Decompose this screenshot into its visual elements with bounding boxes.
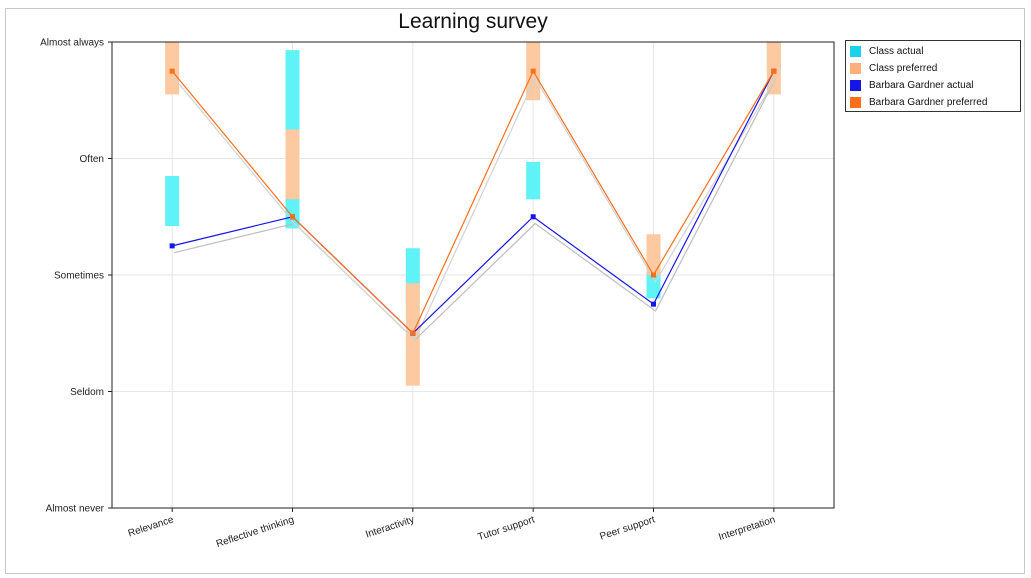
series-point-barbara-gardner-preferred-tutor-support — [530, 68, 536, 74]
series-point-barbara-gardner-preferred-interpretation — [771, 68, 777, 74]
range-bar-class-actual-relevance — [165, 175, 180, 227]
x-tick-label-peer-support: Peer support — [599, 514, 657, 542]
series-point-barbara-gardner-preferred-peer-support — [651, 272, 656, 278]
legend-item-barbara-actual: Barbara Gardner actual — [850, 77, 1020, 94]
chart-legend: Class actual Class preferred Barbara Gar… — [845, 40, 1021, 112]
legend-swatch-barbara-preferred — [850, 97, 861, 108]
range-bar-class-preferred-reflective-thinking — [285, 129, 300, 200]
legend-label-barbara-actual: Barbara Gardner actual — [869, 80, 974, 91]
legend-label-barbara-preferred: Barbara Gardner preferred — [869, 97, 988, 108]
class-mean-line-0 — [174, 77, 777, 341]
chart-title: Learning survey — [398, 10, 548, 33]
series-point-barbara-gardner-preferred-reflective-thinking — [290, 214, 295, 220]
legend-swatch-class-preferred — [850, 63, 861, 74]
x-tick-label-interpretation: Interpretation — [717, 514, 776, 543]
series-point-barbara-gardner-actual-peer-support — [651, 301, 656, 307]
y-tick-label-almost-always: Almost always — [40, 38, 104, 49]
legend-label-class-preferred: Class preferred — [869, 63, 938, 74]
series-point-barbara-gardner-preferred-relevance — [169, 68, 175, 74]
y-tick-label-sometimes: Sometimes — [54, 271, 104, 282]
series-point-barbara-gardner-preferred-interactivity — [410, 330, 416, 336]
legend-item-class-preferred: Class preferred — [850, 60, 1020, 77]
series-line-barbara-gardner-preferred — [171, 69, 775, 335]
x-tick-label-interactivity: Interactivity — [364, 514, 416, 540]
range-bar-class-preferred-peer-support — [646, 234, 661, 275]
x-tick-label-reflective-thinking: Reflective thinking — [215, 514, 296, 550]
series-point-barbara-gardner-actual-relevance — [169, 243, 175, 249]
y-tick-label-almost-never: Almost never — [46, 504, 105, 515]
y-tick-label-seldom: Seldom — [70, 387, 104, 398]
class-mean-line-1 — [173, 76, 777, 342]
range-bar-class-preferred-relevance — [165, 42, 180, 95]
range-bar-class-actual-peer-support — [646, 275, 661, 299]
series-point-barbara-gardner-actual-tutor-support — [530, 214, 536, 220]
y-tick-label-often: Often — [80, 154, 104, 165]
x-tick-label-tutor-support: Tutor support — [476, 514, 536, 543]
range-bar-class-actual-tutor-support — [526, 161, 541, 200]
legend-item-class-actual: Class actual — [850, 43, 1020, 60]
series-line-barbara-gardner-actual — [172, 70, 775, 335]
legend-label-class-actual: Class actual — [869, 46, 924, 57]
x-tick-label-relevance: Relevance — [127, 514, 176, 539]
legend-swatch-barbara-actual — [850, 80, 861, 91]
legend-swatch-class-actual — [850, 46, 861, 57]
legend-item-barbara-preferred: Barbara Gardner preferred — [850, 94, 1020, 111]
range-bar-class-preferred-interpretation — [766, 42, 781, 95]
